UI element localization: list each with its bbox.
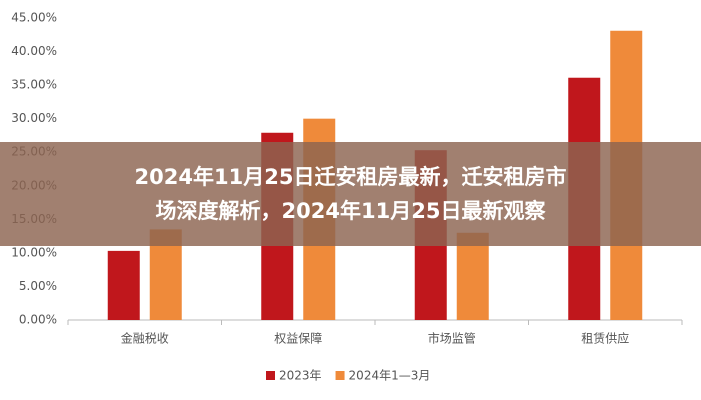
x-tick-label: 权益保障	[274, 331, 322, 346]
y-tick-label: 10.00%	[11, 245, 57, 259]
y-tick-label: 35.00%	[11, 78, 57, 92]
x-tick-label: 市场监管	[428, 331, 476, 346]
legend-label: 2023年	[279, 369, 322, 383]
y-tick-label: 0.00%	[19, 313, 57, 327]
y-tick-label: 5.00%	[19, 279, 57, 293]
legend-swatch	[266, 371, 275, 380]
x-tick-label: 租赁供应	[581, 331, 629, 346]
y-tick-label: 40.00%	[11, 44, 57, 58]
banner-line: 2024年11月25日迁安租房最新，迁安租房市	[134, 165, 567, 189]
bar	[107, 250, 140, 320]
legend-label: 2024年1—3月	[349, 369, 431, 383]
y-tick-label: 45.00%	[11, 11, 57, 25]
title-banner: 2024年11月25日迁安租房最新，迁安租房市 场深度解析，2024年11月25…	[0, 142, 701, 246]
y-tick-label: 30.00%	[11, 111, 57, 125]
x-tick-label: 金融税收	[121, 331, 169, 346]
legend-swatch	[335, 371, 345, 380]
bar	[456, 232, 489, 320]
banner-line: 场深度解析，2024年11月25日最新观察	[155, 199, 546, 223]
